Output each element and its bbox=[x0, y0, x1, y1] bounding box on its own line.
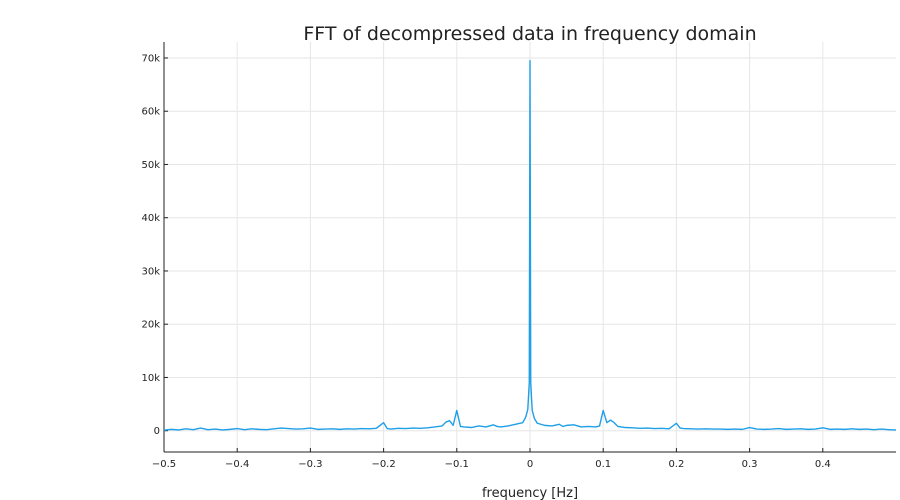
x-tick-label: 0.2 bbox=[668, 459, 684, 470]
x-tick-label: 0 bbox=[527, 459, 533, 470]
plot-area bbox=[163, 59, 897, 431]
x-tick-label: −0.4 bbox=[225, 459, 249, 470]
x-axis-label: frequency [Hz] bbox=[482, 486, 578, 500]
x-tick-label: 0.3 bbox=[742, 459, 758, 470]
y-tick-label: 0 bbox=[154, 426, 160, 437]
x-tick-label: 0.1 bbox=[595, 459, 611, 470]
y-tick-label: 50k bbox=[141, 160, 160, 171]
x-tick-label: −0.2 bbox=[371, 459, 395, 470]
x-tick-label: 0.4 bbox=[815, 459, 831, 470]
y-tick-label: 60k bbox=[141, 107, 160, 118]
x-tick-label: −0.3 bbox=[298, 459, 322, 470]
chart-title: FFT of decompressed data in frequency do… bbox=[303, 23, 756, 45]
y-tick-label: 30k bbox=[141, 266, 160, 277]
series-line bbox=[163, 59, 897, 431]
y-tick-label: 20k bbox=[141, 320, 160, 331]
y-tick-label: 70k bbox=[141, 53, 160, 64]
axes: −0.5 −0.4 −0.3 −0.2 −0.1 0 0.1 0.2 0.3 0.4 0 10k 20k… bbox=[141, 42, 896, 470]
x-tick-label: −0.1 bbox=[445, 459, 469, 470]
x-tick-label: −0.5 bbox=[152, 459, 176, 470]
y-tick-label: 10k bbox=[141, 373, 160, 384]
y-tick-label: 40k bbox=[141, 213, 160, 224]
